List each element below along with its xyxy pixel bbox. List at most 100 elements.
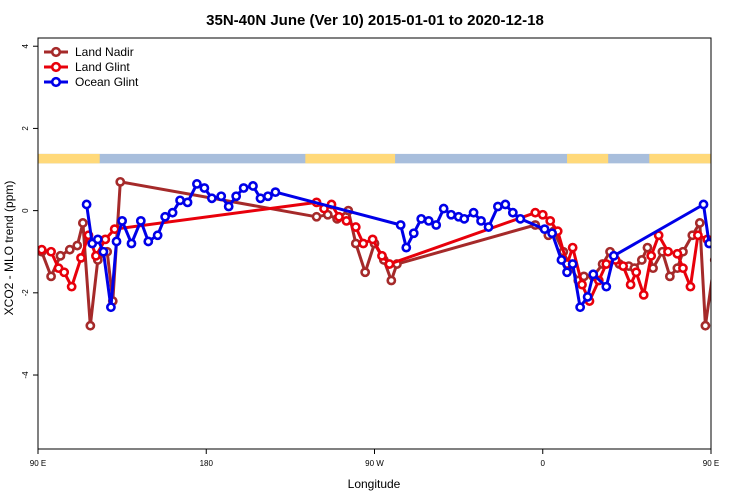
data-point xyxy=(507,207,518,218)
data-point xyxy=(431,220,442,230)
data-point xyxy=(231,191,242,202)
data-point xyxy=(59,267,70,278)
data-point xyxy=(98,246,109,257)
data-point xyxy=(46,271,56,282)
data-point xyxy=(160,211,171,222)
data-point xyxy=(726,297,733,304)
data-point xyxy=(77,218,88,228)
data-point xyxy=(678,263,688,274)
data-point xyxy=(117,215,128,226)
x-tick-label: 180 xyxy=(200,459,214,468)
data-point xyxy=(642,242,653,253)
data-point xyxy=(530,207,541,218)
data-point xyxy=(582,292,593,302)
data-point xyxy=(724,304,731,311)
series-land-nadir xyxy=(38,176,741,331)
data-point xyxy=(547,228,557,239)
legend-label: Land Glint xyxy=(75,60,130,74)
data-point xyxy=(685,281,696,292)
y-axis: 4 2 0 -2 -4 xyxy=(21,43,38,379)
data-point xyxy=(704,238,711,249)
y-axis-label: XCO2 - MLO trend (ppm) xyxy=(2,181,16,316)
data-point xyxy=(109,224,120,235)
data-point xyxy=(135,215,146,226)
x-axis: 90 E 180 90 W 0 90 E xyxy=(30,449,719,468)
series-land-glint xyxy=(38,197,737,306)
legend-item: Land Glint xyxy=(44,60,130,74)
data-point xyxy=(618,261,629,272)
data-point xyxy=(182,197,193,208)
x-tick-label: 90 E xyxy=(30,459,46,468)
data-point xyxy=(663,246,673,257)
data-point xyxy=(698,199,709,210)
data-point xyxy=(377,250,387,261)
data-point xyxy=(672,248,683,259)
legend-label: Ocean Glint xyxy=(75,75,139,89)
land-band-segment xyxy=(649,153,711,164)
data-point xyxy=(638,289,649,300)
data-point xyxy=(730,223,737,230)
land-band-segment xyxy=(305,153,396,164)
data-point xyxy=(709,236,711,243)
data-point xyxy=(384,259,395,269)
data-point xyxy=(395,220,406,230)
land-band-segment xyxy=(38,153,100,164)
data-point xyxy=(745,240,750,247)
legend-item: Ocean Glint xyxy=(44,75,139,89)
data-point xyxy=(636,255,647,265)
data-point xyxy=(539,224,550,235)
data-point xyxy=(734,178,741,185)
data-point xyxy=(408,228,419,239)
data-point xyxy=(646,250,657,261)
data-point xyxy=(106,302,116,313)
legend-item: Land Nadir xyxy=(44,45,134,59)
data-point xyxy=(515,213,526,224)
data-point xyxy=(446,209,457,220)
data-point xyxy=(722,236,729,243)
data-point xyxy=(72,240,83,251)
data-point xyxy=(567,259,578,269)
data-point xyxy=(700,320,711,331)
data-point xyxy=(334,211,344,222)
y-tick-label: -2 xyxy=(21,289,30,297)
data-point xyxy=(263,191,273,202)
data-point xyxy=(459,213,470,224)
data-point xyxy=(631,267,642,278)
chart-title: 35N-40N June (Ver 10) 2015-01-01 to 2020… xyxy=(206,12,544,29)
data-point xyxy=(66,281,77,292)
data-point xyxy=(693,230,703,241)
data-point xyxy=(115,176,126,187)
data-point xyxy=(735,217,742,224)
data-point xyxy=(720,248,727,255)
data-point xyxy=(537,209,548,220)
data-point xyxy=(717,248,724,255)
legend-label: Land Nadir xyxy=(75,45,134,59)
data-point xyxy=(238,183,249,193)
y-tick-label: 4 xyxy=(21,43,30,48)
data-point xyxy=(468,207,479,218)
data-point xyxy=(360,267,371,278)
data-point xyxy=(223,201,234,212)
data-point xyxy=(386,275,397,286)
data-point xyxy=(358,238,369,249)
data-point xyxy=(588,269,599,280)
data-point xyxy=(730,238,737,245)
data-point xyxy=(601,281,612,292)
x-axis-label: Longitude xyxy=(348,477,401,491)
data-point xyxy=(367,234,378,245)
data-point xyxy=(192,179,202,189)
data-point xyxy=(664,271,675,282)
data-point xyxy=(556,255,567,265)
data-point xyxy=(100,234,111,245)
data-point xyxy=(500,199,511,210)
series-ocean-glint xyxy=(81,179,750,313)
land-band-segment xyxy=(567,153,609,164)
data-point xyxy=(81,199,92,210)
data-point xyxy=(416,213,427,224)
data-point xyxy=(38,244,47,255)
data-point xyxy=(126,238,137,249)
y-tick-label: 0 xyxy=(21,208,30,213)
data-point xyxy=(438,203,449,214)
